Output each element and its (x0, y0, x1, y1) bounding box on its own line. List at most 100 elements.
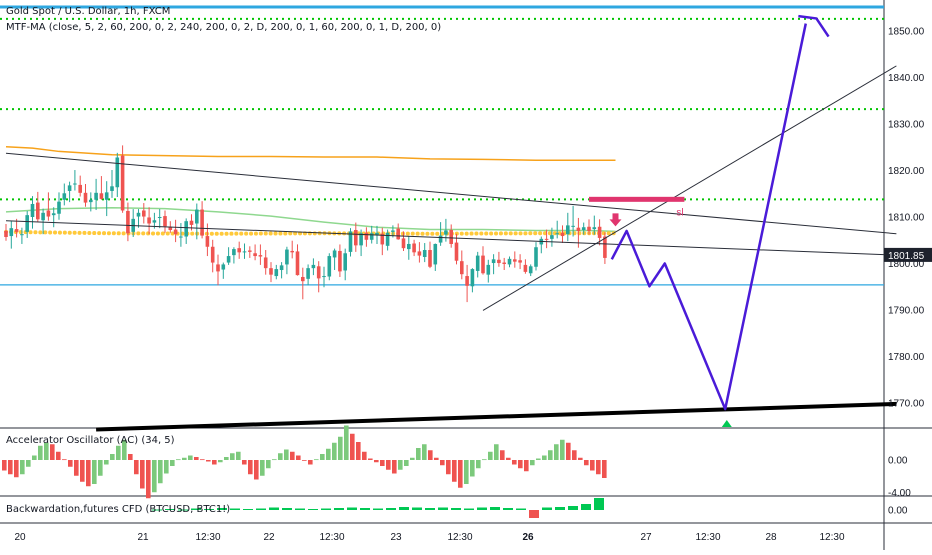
oscillator-bar (248, 460, 253, 475)
price-tick-label: 1790.00 (888, 306, 925, 317)
price-tick-label: 1810.00 (888, 213, 925, 224)
signal-arrow-down-icon (609, 213, 622, 227)
time-tick-label: 12:30 (319, 532, 344, 543)
candle (210, 239, 215, 273)
oscillator-bar (482, 459, 487, 461)
candle-body (62, 193, 67, 200)
oscillator-bar (86, 460, 91, 487)
candle-body (216, 264, 220, 272)
candle (115, 152, 120, 198)
backwardation-bar (438, 507, 448, 510)
candle-body (587, 226, 591, 231)
candle-body (205, 236, 210, 247)
candle-body (560, 232, 565, 237)
candle-body (343, 253, 347, 271)
candle-body (603, 236, 607, 258)
candle-body (306, 268, 310, 279)
candle-body (253, 253, 257, 257)
candle (422, 243, 427, 263)
oscillator-bar (134, 460, 139, 475)
candle-body (301, 276, 305, 282)
backwardation-bar (295, 508, 305, 510)
backwardation-bar (529, 510, 539, 518)
candle-body (502, 262, 506, 264)
candle (603, 232, 607, 264)
oscillator-bar (494, 444, 499, 460)
oscillator-bar (98, 460, 103, 476)
candle-body (470, 269, 475, 287)
candle (513, 251, 517, 268)
oscillator-bar (500, 450, 505, 460)
candle-body (592, 227, 597, 230)
candle (581, 222, 586, 235)
candle-body (147, 217, 151, 224)
candle (4, 223, 8, 241)
candle (73, 170, 77, 191)
oscillator-bar (260, 460, 265, 476)
backwardation-title: Backwardation,futures CFD (BTCUSD, BTC1!… (6, 504, 231, 515)
candle-body (73, 183, 77, 185)
candle (9, 220, 14, 249)
candle-body (523, 264, 528, 272)
candle-body (232, 249, 236, 256)
candle (316, 261, 321, 293)
candle (237, 241, 241, 259)
oscillator-bar (116, 445, 121, 460)
candle-body (375, 232, 379, 235)
candle-body (248, 250, 252, 252)
candle-body (460, 261, 464, 275)
candle (518, 254, 522, 270)
candle-body (20, 234, 24, 236)
candle (491, 254, 496, 275)
candle-body (528, 266, 533, 274)
candle-body (327, 256, 332, 277)
candle-body (597, 226, 602, 238)
last-price-tag (884, 247, 932, 262)
candle-body (258, 255, 263, 257)
oscillator-bar (506, 457, 511, 460)
candle-body (279, 265, 284, 271)
oscillator-bar (440, 460, 445, 466)
oscillator-bar (578, 457, 583, 460)
candle-body (173, 229, 178, 235)
candle-body (25, 215, 29, 232)
candle (142, 203, 146, 224)
forecast-path (610, 23, 807, 411)
candle (67, 181, 72, 203)
oscillator-bar (242, 460, 247, 465)
candle-body (364, 232, 369, 240)
price-tick-label: 1850.00 (888, 27, 925, 38)
candle (57, 192, 61, 220)
candle (332, 248, 337, 271)
oscillator-bar (422, 444, 427, 460)
candle (486, 259, 491, 283)
oscillator-bar (344, 425, 349, 460)
candle (523, 259, 528, 274)
candle (348, 228, 353, 257)
candle (295, 244, 300, 276)
backwardation-bar (178, 509, 188, 511)
backwardation-bar (165, 509, 175, 510)
oscillator-bar (254, 460, 259, 480)
candle-body (99, 193, 104, 199)
oscillator-tick-label: 0.00 (888, 456, 908, 467)
candle-body (210, 246, 215, 263)
candle-body (534, 247, 538, 267)
candle-body (126, 210, 130, 234)
oscillator-bar (464, 460, 469, 484)
candle (338, 244, 342, 277)
candle (14, 218, 19, 238)
candle-body (285, 249, 289, 265)
candle-body (571, 225, 575, 227)
oscillator-bar (380, 460, 385, 466)
candle (385, 229, 390, 251)
backwardation-bar (594, 498, 604, 510)
candle (438, 222, 443, 246)
candle (25, 210, 29, 238)
candle-body (359, 233, 363, 246)
candle (507, 256, 512, 268)
candle (290, 240, 294, 259)
candle (502, 257, 506, 271)
candle-body (142, 210, 146, 217)
